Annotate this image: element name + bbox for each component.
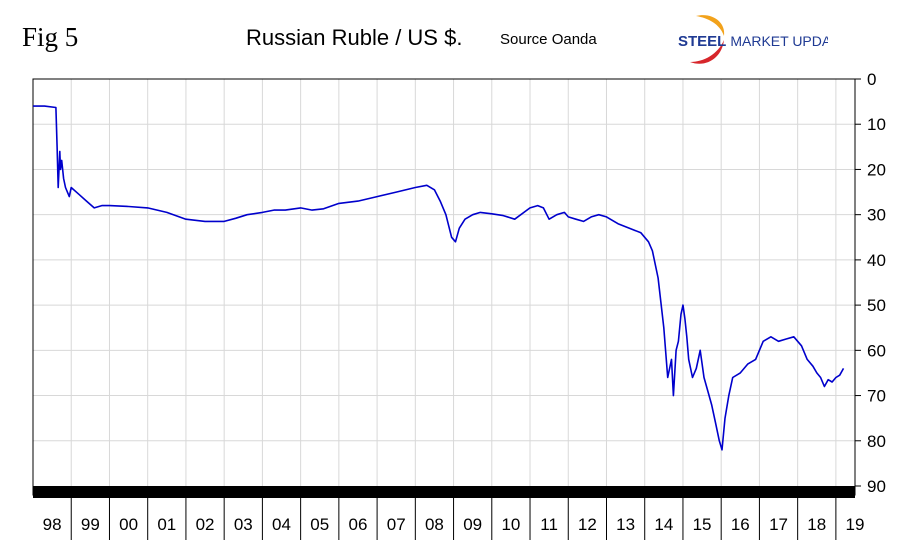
x-tick-label: 00 xyxy=(119,515,138,534)
x-tick-label: 10 xyxy=(501,515,520,534)
source-label: Source Oanda xyxy=(500,31,597,48)
chart-title: Russian Ruble / US $. xyxy=(246,25,463,50)
figure-label: Fig 5 xyxy=(22,22,79,52)
x-tick-label: 11 xyxy=(540,515,558,534)
ruble-usd-line xyxy=(33,105,845,451)
y-tick-label: 10 xyxy=(867,115,886,134)
y-tick-label: 60 xyxy=(867,341,886,360)
y-tick-label: 90 xyxy=(867,477,886,496)
x-tick-label: 14 xyxy=(654,515,673,534)
x-tick-label: 03 xyxy=(234,515,253,534)
y-tick-label: 80 xyxy=(867,432,886,451)
vertical-gridlines xyxy=(70,79,837,486)
x-tick-label: 07 xyxy=(387,515,406,534)
x-tick-label: 05 xyxy=(310,515,329,534)
x-tick-label: 08 xyxy=(425,515,444,534)
x-tick-label: 13 xyxy=(616,515,635,534)
horizontal-gridlines xyxy=(33,123,855,442)
logo-text-regular: MARKET UPDATE xyxy=(730,33,828,49)
x-tick-label: 12 xyxy=(578,515,597,534)
x-tick-label: 15 xyxy=(693,515,712,534)
x-tick-label: 98 xyxy=(43,515,62,534)
y-tick-label: 70 xyxy=(867,387,886,406)
plot-frame xyxy=(32,78,856,496)
x-tick-label: 99 xyxy=(81,515,100,534)
y-tick-label: 0 xyxy=(867,70,876,89)
bottom-band xyxy=(33,486,855,498)
x-tick-label: 17 xyxy=(769,515,788,534)
y-tick-label: 50 xyxy=(867,296,886,315)
x-tick-label: 02 xyxy=(196,515,215,534)
logo-swoosh-red xyxy=(690,40,724,64)
x-tick-label: 04 xyxy=(272,515,291,534)
logo-text-bold: STEEL xyxy=(678,33,726,50)
y-tick-label: 20 xyxy=(867,160,886,179)
x-tick-label: 06 xyxy=(349,515,368,534)
x-tick-label: 18 xyxy=(807,515,826,534)
x-tick-label: 01 xyxy=(157,515,176,534)
x-tick-label: 09 xyxy=(463,515,482,534)
y-tick-label: 40 xyxy=(867,251,886,270)
x-axis: 98 99 00 01 02 03 04 05 06 07 08 09 10 11 12 13 14 15 16 17… xyxy=(43,486,865,540)
x-tick-label: 19 xyxy=(846,515,865,534)
y-tick-label: 30 xyxy=(867,206,886,225)
y-axis: 0 10 20 30 40 50 60 70 80 90 xyxy=(855,70,886,496)
x-tick-label: 16 xyxy=(731,515,750,534)
logo-swoosh-orange xyxy=(696,15,725,36)
